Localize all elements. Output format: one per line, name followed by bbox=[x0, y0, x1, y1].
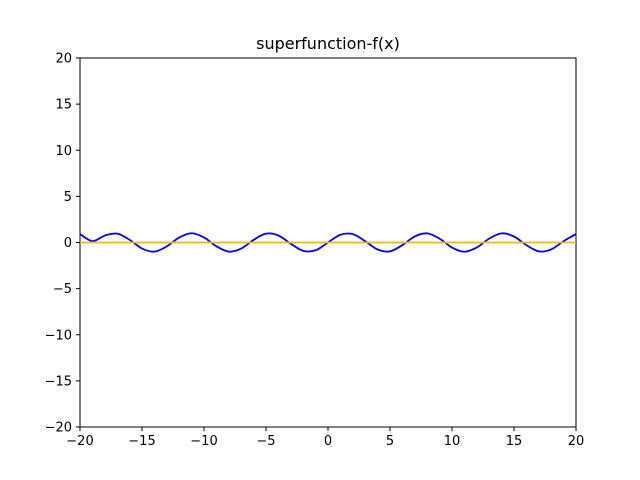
y-tick-label: −20 bbox=[45, 421, 72, 436]
y-tick-label: −15 bbox=[45, 374, 72, 389]
x-tick-label: 10 bbox=[444, 434, 461, 449]
x-tick-label: 0 bbox=[324, 434, 332, 449]
x-axis: −20 −15 −10 −5 0 5 10 15 20 bbox=[66, 427, 584, 449]
chart-title: superfunction-f(x) bbox=[256, 34, 400, 53]
y-tick-label: 15 bbox=[55, 98, 72, 113]
y-tick-label: 20 bbox=[55, 52, 72, 67]
x-tick-label: −10 bbox=[190, 434, 217, 449]
y-axis: −20 −15 −10 −5 0 5 10 15 20 bbox=[45, 52, 80, 436]
y-tick-label: 5 bbox=[64, 190, 72, 205]
x-tick-label: 15 bbox=[506, 434, 523, 449]
y-tick-label: 0 bbox=[64, 236, 72, 251]
x-tick-label: −5 bbox=[256, 434, 275, 449]
y-tick-label: 10 bbox=[55, 144, 72, 159]
x-tick-label: −20 bbox=[66, 434, 93, 449]
y-tick-label: −10 bbox=[45, 328, 72, 343]
series-layer bbox=[79, 232, 577, 253]
x-tick-label: 5 bbox=[386, 434, 394, 449]
x-tick-label: −15 bbox=[128, 434, 155, 449]
y-tick-label: −5 bbox=[53, 282, 72, 297]
x-tick-label: 20 bbox=[568, 434, 585, 449]
